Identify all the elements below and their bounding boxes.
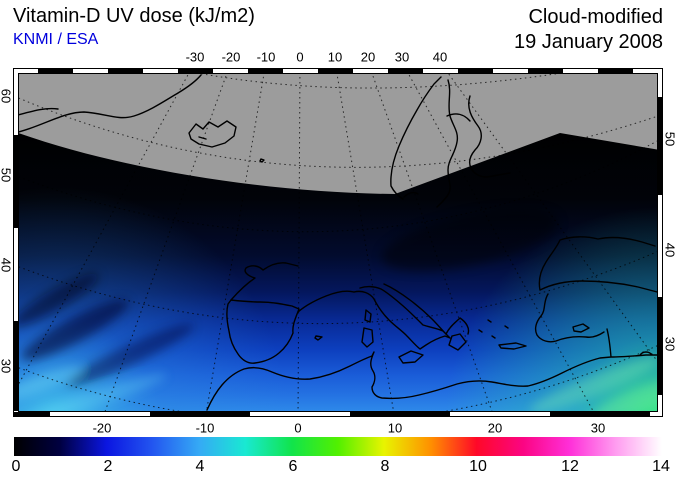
coast-iceland [188, 120, 237, 148]
tick-label: -30 [185, 49, 205, 65]
tick-label: 30 [0, 358, 14, 374]
tick-label: -20 [92, 420, 112, 436]
colorbar-tick-label: 8 [380, 458, 390, 475]
date-label: 19 January 2008 [513, 31, 663, 53]
tick-label: -20 [221, 49, 241, 65]
coast-france [230, 262, 355, 313]
coast-black-sea [538, 236, 657, 293]
tick-label: 30 [662, 336, 678, 352]
tick-label: 30 [590, 420, 606, 436]
coast-turkey [534, 293, 605, 343]
colorbar-tick-label: 10 [469, 458, 487, 475]
colorbar-gradient [14, 437, 662, 456]
tick-label: -10 [256, 49, 276, 65]
coast-iberia [226, 299, 323, 364]
figure-subtitle: Cloud-modified 19 January 2008 [514, 5, 663, 55]
tick-label: 40 [0, 257, 14, 273]
tick-label: 0 [294, 420, 302, 436]
product-type-label: Cloud-modified [528, 6, 663, 28]
figure-title: Vitamin-D UV dose (kJ/m2) [13, 5, 255, 27]
coastlines [19, 74, 657, 411]
colorbar-tick-label: 6 [288, 458, 298, 475]
coast-faroe [259, 158, 265, 163]
colorbar-tick-label: 0 [11, 458, 21, 475]
tick-label: -10 [195, 420, 215, 436]
tick-label: 40 [432, 49, 448, 65]
colorbar-tick-label: 12 [561, 458, 579, 475]
tick-label: 20 [360, 49, 376, 65]
graticule [19, 74, 657, 411]
colorbar-tick-label: 2 [103, 458, 113, 475]
coast-north-africa [206, 328, 657, 411]
tick-label: 30 [394, 49, 410, 65]
credit-text: KNMI / ESA [13, 31, 99, 48]
tick-label: 20 [487, 420, 503, 436]
coast-greenland [19, 74, 202, 133]
tick-label: 40 [662, 242, 678, 258]
coast-greece [445, 317, 527, 351]
colorbar-tick-label: 4 [195, 458, 205, 475]
tick-label: 10 [387, 420, 403, 436]
tick-label: 50 [0, 167, 14, 183]
tick-label: 0 [296, 49, 304, 65]
cloud-streaks [19, 209, 657, 411]
tick-label: 10 [327, 49, 343, 65]
tick-label: 60 [0, 88, 14, 104]
map-frame [13, 68, 663, 417]
colorbar-tick-label: 14 [652, 458, 670, 475]
tick-label: 50 [662, 131, 678, 147]
coast-scandinavia [390, 76, 511, 208]
coast-italy [353, 283, 451, 364]
